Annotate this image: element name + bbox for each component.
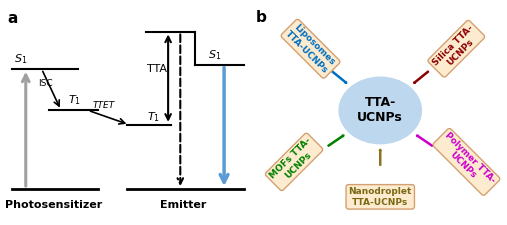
Text: $S_1$: $S_1$ bbox=[208, 48, 222, 62]
Text: Photosensitizer: Photosensitizer bbox=[5, 200, 102, 210]
Text: Nanodroplet
TTA-UCNPs: Nanodroplet TTA-UCNPs bbox=[349, 187, 412, 207]
Text: $S_1$: $S_1$ bbox=[14, 52, 27, 66]
Text: $T_1$: $T_1$ bbox=[148, 110, 161, 124]
Text: Polymer TTA-
UCNPs: Polymer TTA- UCNPs bbox=[436, 131, 497, 193]
Text: b: b bbox=[256, 10, 267, 25]
Text: $T_1$: $T_1$ bbox=[68, 93, 82, 107]
Text: TTA-
UCNPs: TTA- UCNPs bbox=[357, 97, 403, 124]
Text: MOFs TTA-
UCNPs: MOFs TTA- UCNPs bbox=[268, 136, 320, 188]
Text: a: a bbox=[8, 11, 18, 26]
Text: TTA: TTA bbox=[148, 64, 167, 74]
Text: TTET: TTET bbox=[92, 101, 115, 110]
Text: Emitter: Emitter bbox=[160, 200, 206, 210]
Circle shape bbox=[339, 76, 422, 144]
Text: Silica TTA-
UCNPs: Silica TTA- UCNPs bbox=[430, 23, 482, 74]
Text: ISC: ISC bbox=[38, 79, 53, 88]
Text: Liposomes
TTA-UCNPs: Liposomes TTA-UCNPs bbox=[284, 22, 337, 75]
